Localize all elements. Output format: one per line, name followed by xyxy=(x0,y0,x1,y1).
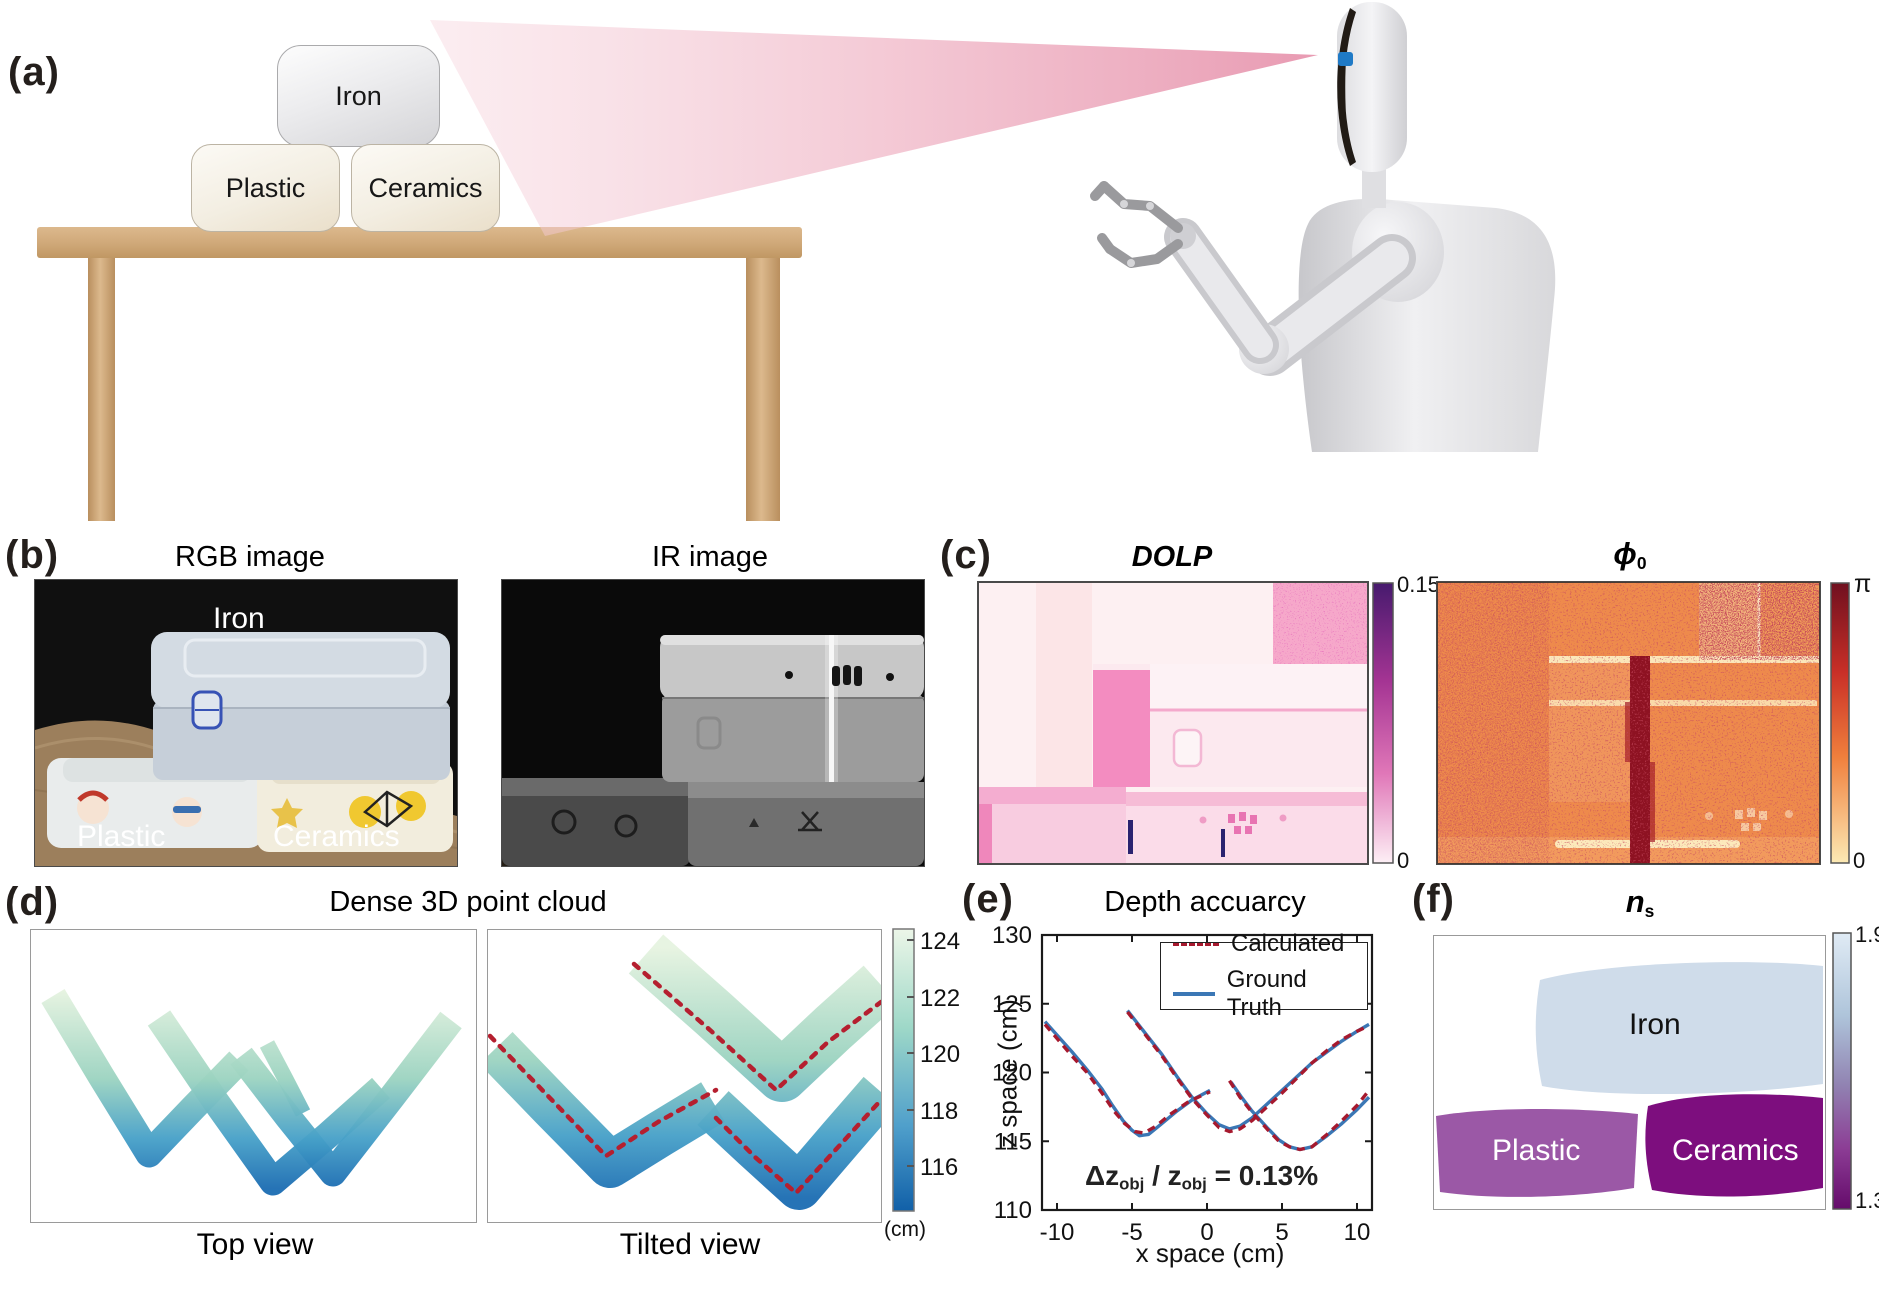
depth-cb-unit: (cm) xyxy=(884,1218,926,1241)
phi0-cb-min: 0 xyxy=(1853,848,1866,873)
ir-image-title: IR image xyxy=(651,541,769,573)
ns-title: ns xyxy=(1625,884,1655,921)
table-top xyxy=(37,227,802,258)
schematic-plastic-box: Plastic xyxy=(191,144,340,232)
calculated-line-sample xyxy=(1173,942,1219,946)
robot-head xyxy=(1337,2,1407,172)
depth-cb-tick-122: 122 xyxy=(920,985,961,1012)
panel-b-label: (b) xyxy=(5,533,60,577)
svg-text:125: 125 xyxy=(992,991,1032,1018)
svg-text:-5: -5 xyxy=(1121,1219,1142,1246)
tilted-view-caption: Tilted view xyxy=(619,1228,761,1261)
ir-image xyxy=(501,579,925,867)
table-leg-right xyxy=(746,258,780,521)
top-view-caption: Top view xyxy=(196,1228,314,1261)
ns-iron-label: Iron xyxy=(1629,1008,1681,1041)
dolp-image-graphic xyxy=(977,581,1369,865)
tilted-view-panel xyxy=(479,929,899,1223)
legend-calculated: Calculated xyxy=(1173,930,1355,958)
robot-and-light-cone-graphic xyxy=(430,2,1556,452)
phi-symbol: ϕ xyxy=(1613,536,1637,571)
tilted-view-point-cloud xyxy=(479,934,899,1210)
dolp-title: DOLP xyxy=(1131,541,1213,573)
top-view-panel xyxy=(30,929,477,1223)
dolp-cb-min: 0 xyxy=(1397,848,1410,873)
light-cone xyxy=(430,20,1318,236)
rgb-plastic-label: Plastic xyxy=(77,820,166,853)
depth-cb-tick-116: 116 xyxy=(920,1154,959,1181)
dolp-image xyxy=(977,581,1369,865)
phi0-title: ϕ0 xyxy=(1613,536,1647,573)
svg-text:-10: -10 xyxy=(1040,1219,1075,1246)
ns-cb-max: 1.9 xyxy=(1855,922,1879,947)
svg-text:0: 0 xyxy=(1200,1219,1213,1246)
robot-gripper xyxy=(1090,181,1183,268)
table-leg-left xyxy=(88,258,115,521)
rgb-image-graphic xyxy=(34,632,458,866)
svg-text:130: 130 xyxy=(992,922,1032,949)
svg-text:5: 5 xyxy=(1275,1219,1288,1246)
depth-error-annotation: Δzobj / zobj = 0.13% xyxy=(1085,1160,1319,1194)
rgb-image: Iron Plastic Ceramics xyxy=(34,579,458,867)
phi0-image-graphic xyxy=(1436,581,1821,865)
phi0-cb-max: π xyxy=(1854,570,1872,598)
phi0-image xyxy=(1436,581,1821,865)
robot-sensor-visor xyxy=(1338,52,1353,66)
x-axis-label: x space (cm) xyxy=(1135,1238,1285,1268)
point-cloud-title: Dense 3D point cloud xyxy=(329,886,607,918)
depth-accuracy-title: Depth accuarcy xyxy=(1104,886,1306,918)
depth-cb-tick-124: 124 xyxy=(920,928,961,955)
panel-c-label: (c) xyxy=(940,533,992,577)
legend-ground-truth: Ground Truth xyxy=(1173,966,1355,1022)
schematic-plastic-label: Plastic xyxy=(225,172,306,203)
panel-a-label: (a) xyxy=(8,50,60,94)
dolp-cb-max: 0.15 xyxy=(1397,572,1440,597)
phi0-colorbar xyxy=(1830,582,1850,864)
ns-map: Iron Plastic Ceramics xyxy=(1433,935,1826,1210)
panel-e-label: (e) xyxy=(962,877,1014,921)
ns-map-graphic xyxy=(1436,962,1823,1197)
rgb-image-title: RGB image xyxy=(175,541,325,573)
ns-ceramics-label: Ceramics xyxy=(1672,1134,1799,1167)
top-view-point-cloud xyxy=(41,989,462,1196)
svg-text:115: 115 xyxy=(994,1128,1032,1155)
robot-face-panel xyxy=(1337,8,1356,166)
svg-text:110: 110 xyxy=(994,1197,1032,1224)
schematic-ceramics-box: Ceramics xyxy=(351,144,500,232)
panel-f-label: (f) xyxy=(1412,877,1455,921)
ns-colorbar xyxy=(1832,932,1852,1210)
ns-cb-min: 1.3 xyxy=(1855,1188,1879,1213)
rgb-ceramics-label: Ceramics xyxy=(273,820,400,853)
svg-text:120: 120 xyxy=(992,1060,1032,1087)
panel-d-label: (d) xyxy=(5,880,60,924)
depth-colorbar xyxy=(892,928,915,1212)
y-axis-label: z space (cm) xyxy=(992,999,1023,1148)
ground-truth-line-sample xyxy=(1173,992,1215,996)
dolp-colorbar xyxy=(1372,582,1394,864)
plot-legend: Calculated Ground Truth xyxy=(1160,930,1368,1021)
schematic-iron-box: Iron xyxy=(277,45,440,147)
depth-cb-tick-118: 118 xyxy=(920,1098,959,1125)
schematic-iron-label: Iron xyxy=(335,80,382,111)
depth-cb-tick-120: 120 xyxy=(920,1041,961,1068)
ns-plastic-label: Plastic xyxy=(1492,1134,1581,1167)
rgb-iron-label: Iron xyxy=(213,602,265,635)
svg-text:10: 10 xyxy=(1344,1219,1371,1246)
schematic-ceramics-label: Ceramics xyxy=(368,172,483,203)
ir-image-graphic xyxy=(502,635,924,866)
